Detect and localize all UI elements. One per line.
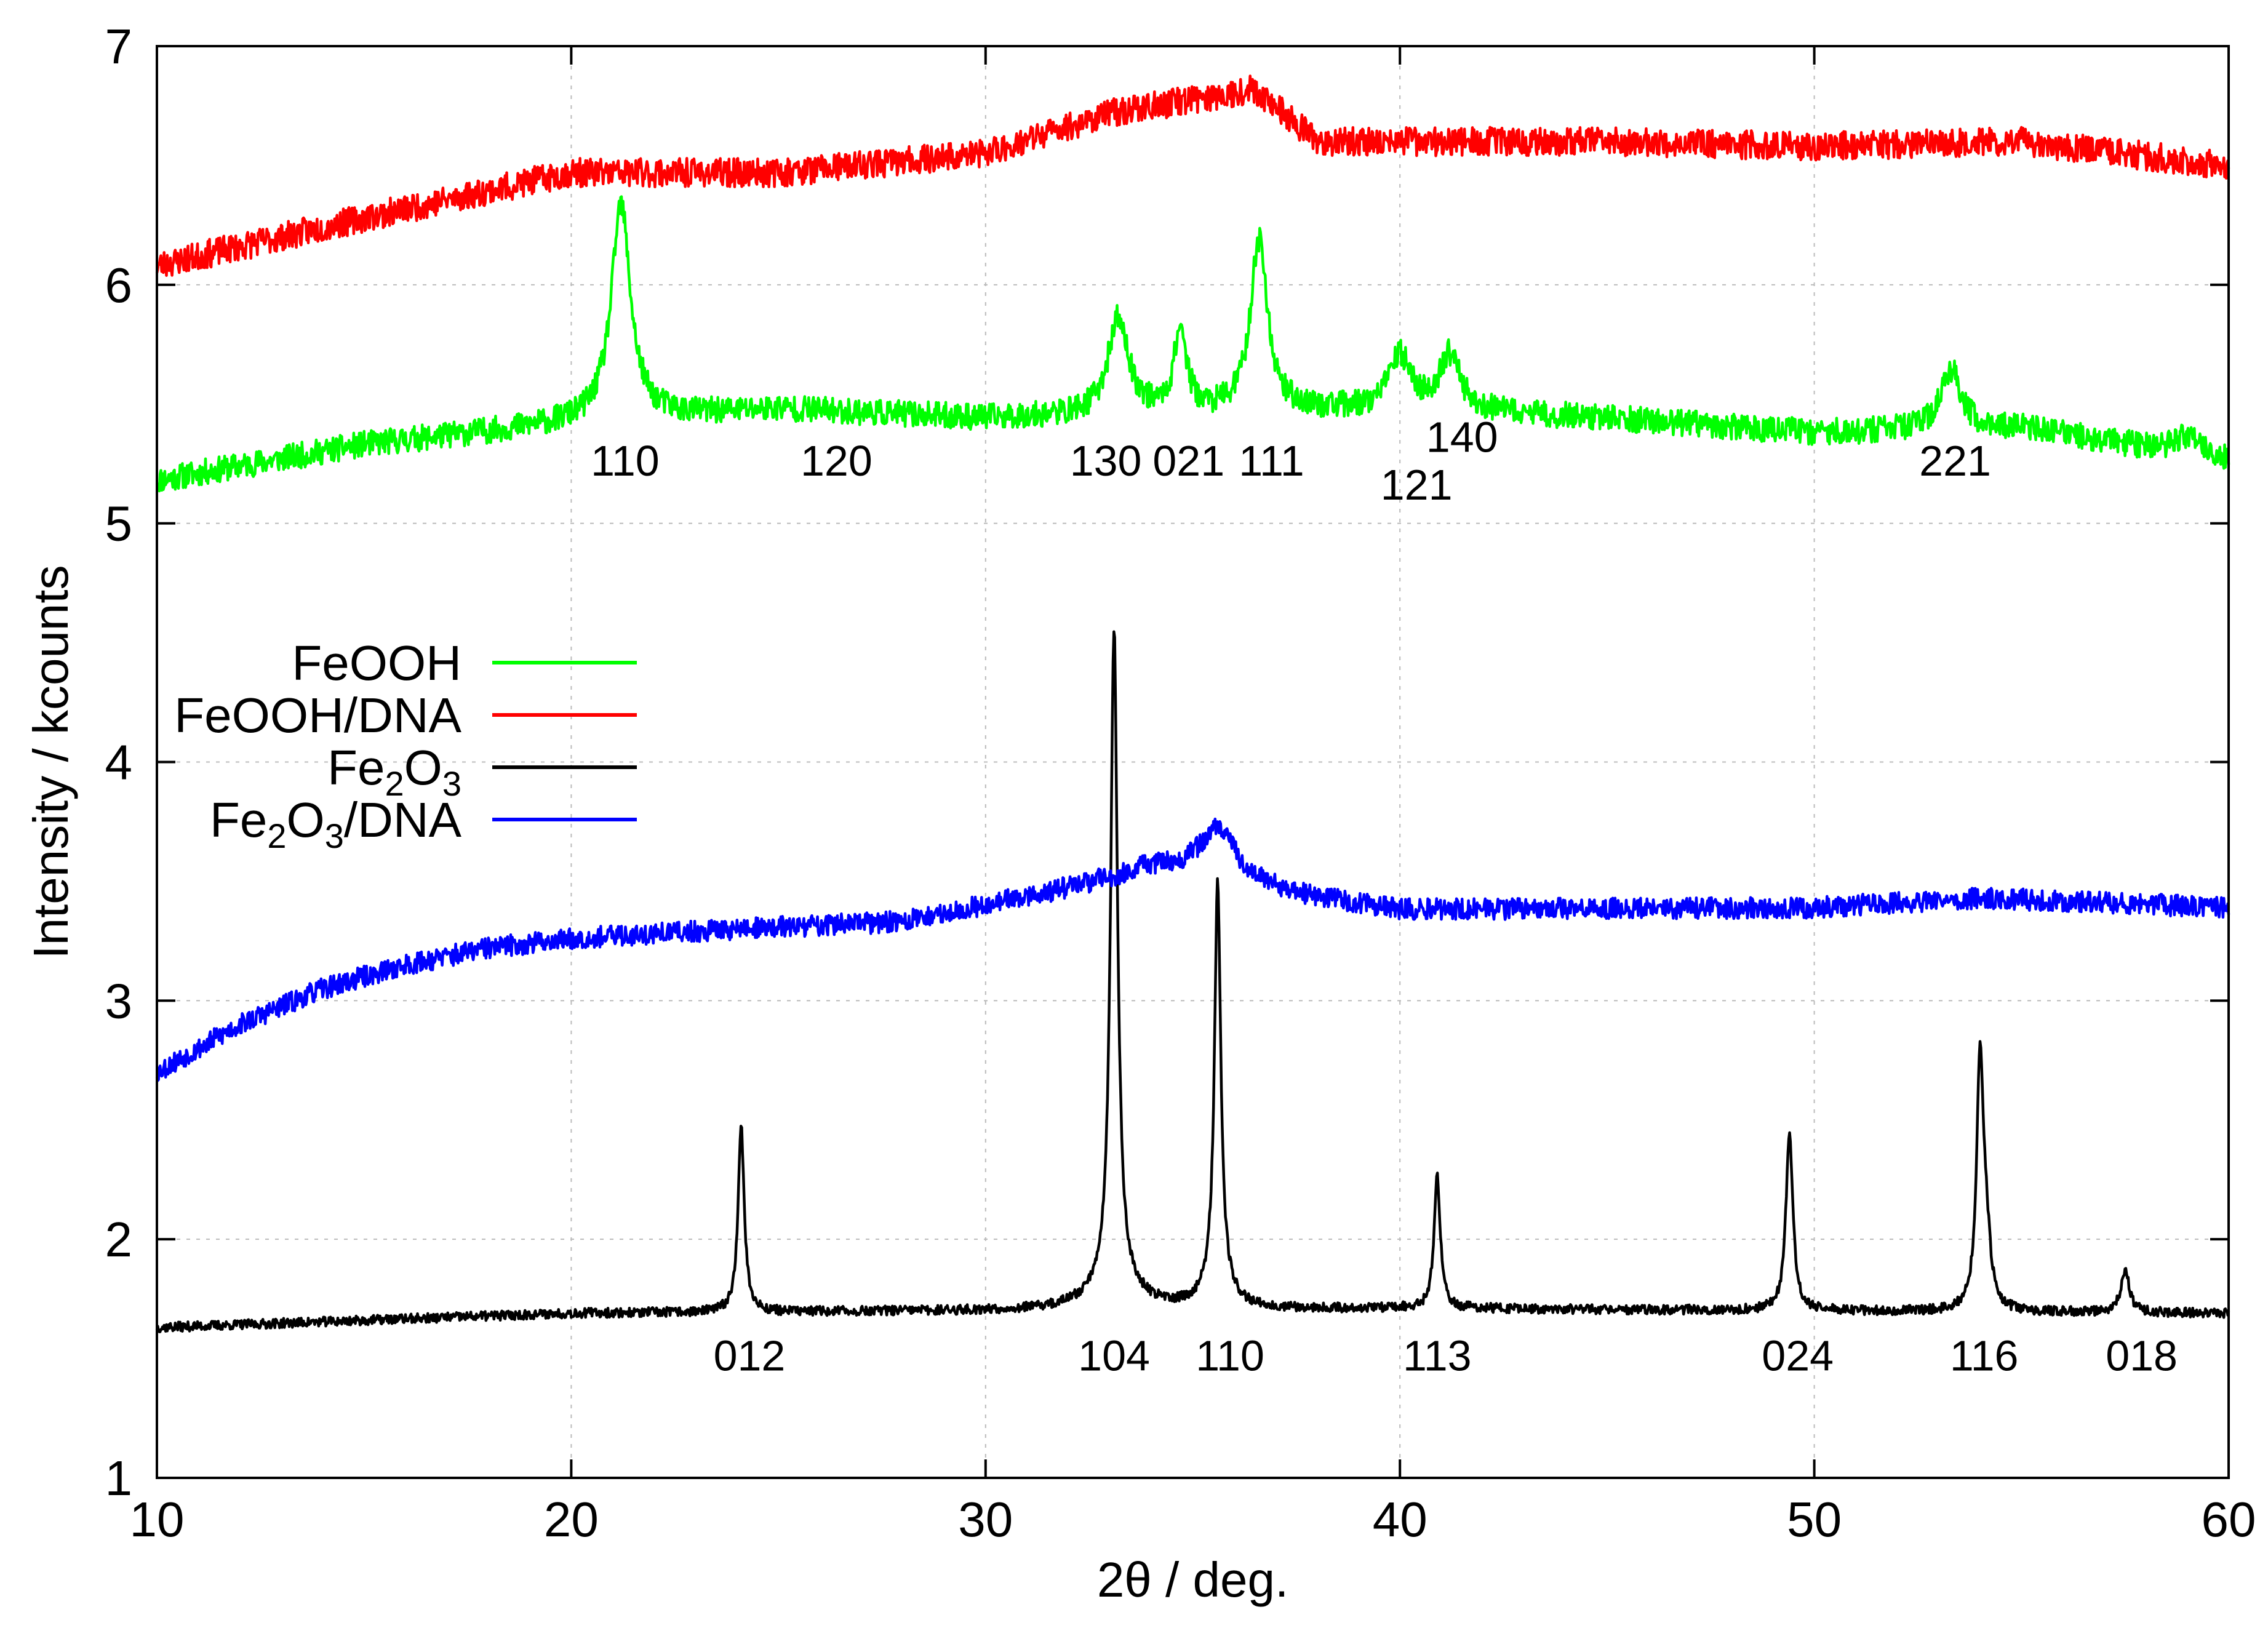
y-tick-label: 7 <box>105 19 133 74</box>
legend-label-2: Fe2O3 <box>327 740 461 803</box>
peak-label: 116 <box>1950 1331 2019 1379</box>
peak-label: 104 <box>1078 1331 1150 1379</box>
series-line-2 <box>155 630 2230 1333</box>
y-tick-label: 3 <box>105 973 133 1028</box>
y-tick-label: 5 <box>105 497 133 551</box>
peak-label: 121 <box>1381 461 1453 509</box>
series-line-3 <box>155 817 2230 1082</box>
x-tick-label: 30 <box>958 1492 1013 1547</box>
x-axis-title: 2θ / deg. <box>1097 1552 1288 1607</box>
peak-label: 140 <box>1426 413 1498 461</box>
peak-label: 110 <box>1196 1331 1264 1379</box>
series-line-0 <box>156 195 2230 493</box>
y-tick-label: 2 <box>105 1212 133 1267</box>
peak-label: 024 <box>1762 1331 1834 1379</box>
peak-label: 120 <box>801 437 872 485</box>
y-tick-label: 6 <box>105 258 133 313</box>
peak-label: 018 <box>2106 1331 2178 1379</box>
x-tick-label: 40 <box>1373 1492 1427 1547</box>
peak-label: 130 <box>1070 437 1142 485</box>
x-tick-label: 60 <box>2202 1492 2256 1547</box>
x-tick-label: 50 <box>1787 1492 1842 1547</box>
peak-label: 221 <box>1919 437 1991 485</box>
series-line-1 <box>155 74 2230 277</box>
peak-label: 113 <box>1403 1331 1472 1379</box>
y-tick-label: 1 <box>105 1451 133 1506</box>
legend-label-1: FeOOH/DNA <box>174 688 461 743</box>
x-tick-label: 10 <box>130 1492 185 1547</box>
legend-label-0: FeOOH <box>292 636 461 690</box>
peak-label: 012 <box>714 1331 786 1379</box>
data-series <box>155 74 2230 1333</box>
y-axis-title: Intensity / kcounts <box>23 565 78 959</box>
axis-ticks: 10 20 30 40 50 60 1 2 3 4 5 6 7 <box>105 19 2256 1547</box>
peak-label: 111 <box>1239 437 1304 485</box>
y-tick-label: 4 <box>105 735 133 790</box>
grid-lines <box>157 46 2229 1478</box>
peak-label: 110 <box>591 437 660 485</box>
x-tick-label: 20 <box>544 1492 599 1547</box>
peak-label: 021 <box>1152 437 1224 485</box>
legend-label-3: Fe2O3/DNA <box>210 792 462 855</box>
